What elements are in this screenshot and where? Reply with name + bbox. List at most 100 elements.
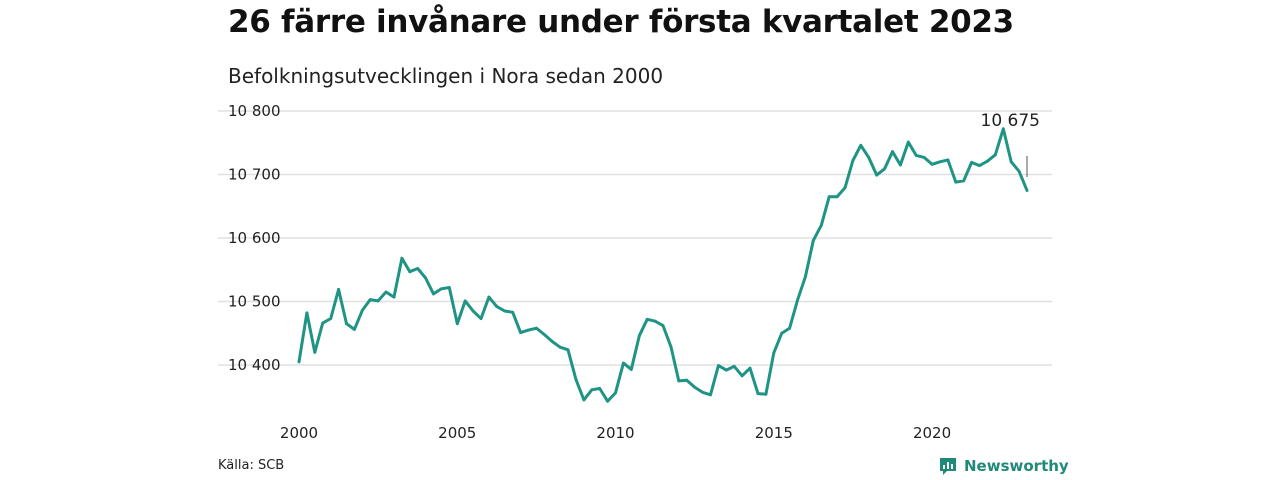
data-point — [946, 158, 950, 162]
data-point — [669, 345, 673, 348]
data-point — [558, 345, 562, 349]
x-tick-label: 2000 — [280, 424, 318, 442]
data-point — [321, 321, 325, 325]
x-tick-label: 2005 — [438, 424, 476, 442]
data-point — [606, 399, 609, 403]
source-note: Källa: SCB — [218, 458, 285, 473]
end-value-label: 10 675 — [981, 111, 1040, 131]
data-point — [993, 153, 997, 157]
data-point — [574, 378, 578, 381]
data-point — [1001, 127, 1005, 131]
data-point — [400, 256, 404, 260]
brand-logo[interactable]: Newsworthy — [938, 456, 1069, 476]
data-point — [495, 305, 499, 308]
data-point — [305, 311, 309, 315]
data-point — [811, 239, 815, 242]
data-point — [590, 388, 594, 392]
data-point — [463, 299, 467, 303]
data-point — [527, 328, 530, 332]
data-point — [329, 317, 333, 320]
gridlines — [218, 110, 1052, 366]
y-axis-labels: 10 400 10 500 10 600 10 700 10 800 — [228, 102, 281, 374]
data-point — [922, 156, 926, 159]
data-point — [653, 319, 657, 323]
x-tick-label: 2020 — [913, 424, 951, 442]
x-tick-label: 2015 — [755, 424, 793, 442]
brand-name: Newsworthy — [964, 457, 1069, 475]
data-point — [867, 156, 871, 159]
data-point — [978, 164, 981, 168]
data-point — [835, 195, 839, 199]
data-point — [384, 290, 388, 294]
data-point — [566, 348, 570, 352]
data-point — [701, 390, 704, 394]
data-point — [804, 275, 807, 279]
y-tick-label: 10 800 — [228, 102, 281, 120]
data-point — [788, 326, 791, 330]
data-point — [622, 361, 625, 365]
data-point — [819, 223, 823, 227]
data-point — [535, 326, 538, 330]
population-series-line — [297, 127, 1029, 403]
data-point — [724, 368, 728, 372]
data-point — [906, 140, 910, 144]
data-point — [827, 195, 831, 199]
data-point — [432, 292, 435, 296]
data-point — [677, 379, 681, 383]
data-point — [796, 298, 799, 302]
data-point — [408, 270, 412, 274]
data-point — [899, 163, 902, 167]
data-point — [756, 392, 760, 395]
newsworthy-logo-icon — [940, 458, 956, 475]
data-point — [954, 180, 958, 184]
data-point — [740, 374, 744, 378]
data-point — [1017, 169, 1021, 173]
chart-subtitle: Befolkningsutvecklingen i Nora sedan 200… — [228, 64, 664, 88]
data-point — [471, 309, 475, 313]
data-point — [455, 322, 459, 326]
data-point — [1025, 189, 1029, 192]
data-point — [1009, 160, 1013, 164]
data-point — [709, 393, 712, 397]
data-point — [962, 179, 966, 183]
data-point — [693, 385, 697, 389]
data-point — [986, 159, 989, 163]
data-point — [938, 160, 942, 164]
data-point — [582, 398, 586, 402]
data-point — [360, 309, 364, 312]
data-point — [891, 150, 894, 154]
chart-title: 26 färre invånare under första kvartalet… — [228, 4, 1014, 40]
data-point — [447, 286, 451, 289]
data-point — [376, 299, 380, 303]
data-point — [772, 351, 776, 355]
data-point — [479, 317, 483, 320]
data-point — [542, 333, 546, 336]
data-point — [685, 378, 689, 382]
data-point — [883, 167, 886, 171]
x-tick-label: 2010 — [596, 424, 634, 442]
data-point — [424, 276, 427, 280]
data-point — [416, 267, 420, 270]
x-axis-labels: 2000 2005 2010 2015 2020 — [280, 424, 951, 442]
data-point — [345, 322, 348, 326]
data-point — [764, 392, 768, 396]
data-points — [297, 127, 1029, 403]
y-tick-label: 10 700 — [228, 166, 281, 184]
y-tick-label: 10 400 — [228, 356, 281, 374]
data-point — [368, 298, 372, 301]
data-point — [519, 331, 522, 334]
data-point — [843, 186, 847, 190]
data-point — [503, 309, 507, 313]
data-point — [851, 159, 855, 162]
data-point — [661, 324, 665, 327]
data-point — [337, 288, 340, 291]
y-tick-label: 10 600 — [228, 229, 281, 247]
data-point — [511, 310, 515, 314]
data-point — [629, 368, 633, 371]
data-point — [598, 387, 602, 390]
data-point — [487, 295, 491, 299]
data-point — [645, 317, 649, 321]
data-point — [732, 364, 736, 368]
data-point — [780, 331, 784, 335]
